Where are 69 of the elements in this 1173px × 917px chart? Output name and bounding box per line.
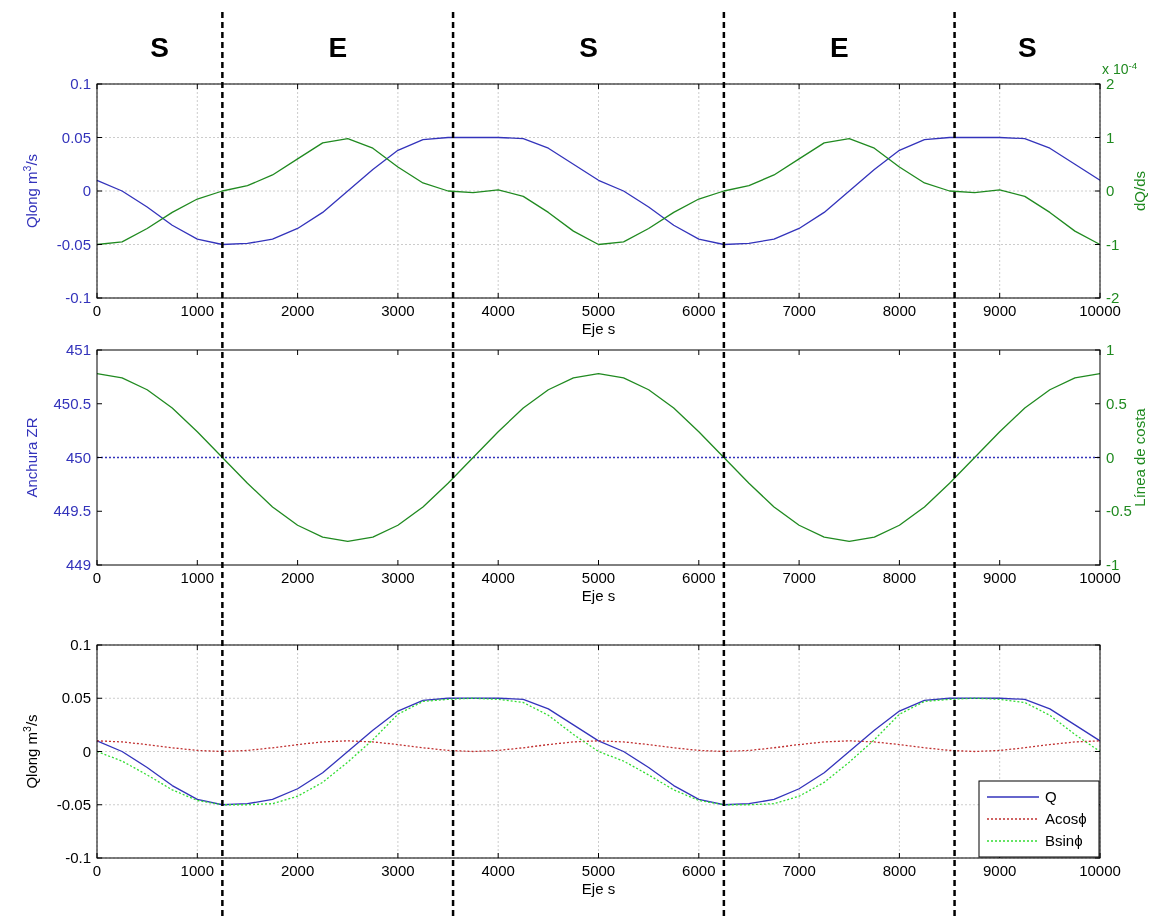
text: S — [579, 32, 598, 63]
x-tick-label: 4000 — [481, 302, 515, 319]
text: S — [1017, 32, 1037, 63]
x-tick-label: 2000 — [280, 862, 315, 879]
line-series — [96, 373, 1101, 542]
x-tick-label: 7000 — [782, 569, 816, 586]
y2-axis-title: Línea de costa — [1131, 407, 1148, 507]
y-tick-label: 0.1 — [70, 75, 91, 92]
x-tick-label: 2000 — [280, 569, 315, 586]
x-tick-label: 3000 — [381, 569, 415, 586]
legend-label: Acosϕ — [1045, 810, 1087, 827]
line-series — [96, 697, 1101, 806]
y-tick-label: -0.05 — [56, 795, 91, 813]
y-tick-label: 0.05 — [61, 689, 91, 707]
x-tick-label: 1000 — [180, 862, 214, 879]
x-tick-label: 8000 — [882, 569, 917, 586]
x-tick-label: 9000 — [983, 569, 1017, 586]
x-tick-label: 6000 — [682, 569, 716, 586]
text: x 10$^{-4}$ — [1102, 59, 1138, 77]
x-tick-label: 10000 — [1079, 862, 1121, 879]
y-tick-label: 449.5 — [53, 502, 91, 520]
y2-tick-label: 0 — [1106, 182, 1115, 199]
x-tick-label: 8000 — [882, 302, 917, 319]
y-tick-label: 0.1 — [70, 636, 91, 653]
x-tick-label: 5000 — [581, 569, 616, 586]
y-tick-label: 0.05 — [61, 128, 91, 146]
y-tick-label: -0.1 — [65, 849, 91, 866]
x-tick-label: 9000 — [983, 862, 1017, 879]
y-tick-label: 0 — [82, 742, 91, 760]
y-axis-title: Anchura ZR — [23, 417, 40, 498]
y-tick-label: 449 — [65, 556, 91, 573]
y2-tick-label: -0.5 — [1106, 502, 1132, 520]
text: E — [829, 32, 849, 63]
x-tick-label: 6000 — [682, 302, 716, 319]
x-axis-title: Eje s — [581, 880, 616, 897]
y-tick-label: 451 — [65, 341, 91, 358]
x-axis-title: Eje s — [581, 587, 616, 604]
x-tick-label: 7000 — [782, 302, 816, 319]
y-tick-label: -0.05 — [56, 235, 91, 253]
x-tick-label: 5000 — [581, 862, 616, 879]
y2-tick-label: -1 — [1106, 235, 1120, 253]
legend-label: Bsinϕ — [1045, 832, 1083, 849]
x-tick-label: 6000 — [682, 862, 716, 879]
y-tick-label: 0 — [82, 182, 91, 199]
x-tick-label: 1000 — [180, 302, 214, 319]
y2-tick-label: 0.5 — [1106, 394, 1127, 412]
x-tick-label: 9000 — [983, 302, 1017, 319]
line-series — [96, 740, 1101, 753]
legend-label: Q — [1045, 788, 1057, 805]
y2-axis-title: dQ/ds — [1131, 170, 1148, 212]
text: S — [150, 32, 170, 63]
y2-tick-label: 1 — [1106, 341, 1115, 358]
y-tick-label: 450 — [65, 448, 91, 466]
y2-tick-label: 0 — [1106, 448, 1115, 466]
x-tick-label: 4000 — [481, 569, 515, 586]
x-tick-label: 3000 — [381, 862, 415, 879]
y2-tick-label: 1 — [1106, 128, 1115, 146]
y-tick-label: 450.5 — [53, 394, 91, 412]
x-tick-label: 1000 — [180, 569, 214, 586]
x-tick-label: 5000 — [581, 302, 616, 319]
y2-tick-label: 2 — [1106, 75, 1115, 92]
x-tick-label: 2000 — [280, 302, 315, 319]
x-tick-label: 7000 — [782, 862, 816, 879]
x-tick-label: 8000 — [882, 862, 917, 879]
text: E — [328, 32, 348, 63]
y-tick-label: -0.1 — [65, 289, 91, 306]
x-tick-label: 4000 — [481, 862, 515, 879]
x-tick-label: 3000 — [381, 302, 415, 319]
x-axis-title: Eje s — [581, 320, 616, 337]
